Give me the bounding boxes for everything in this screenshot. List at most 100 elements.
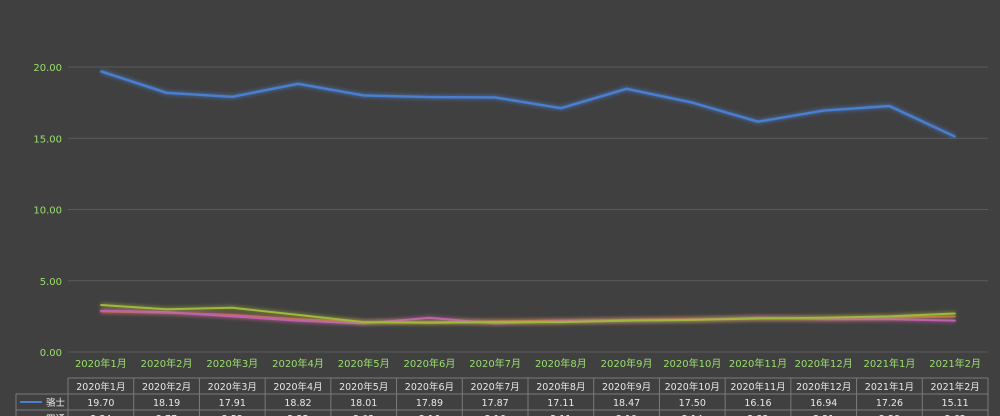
table-value-cell: 2.16 — [485, 414, 506, 416]
data-point — [560, 321, 562, 323]
table-value-cell: 2.32 — [747, 414, 768, 416]
table-value-cell: 18.47 — [613, 398, 640, 409]
gridlines — [68, 66, 988, 353]
table-value-cell: 17.89 — [416, 398, 443, 409]
x-tick-label: 2020年2月 — [141, 357, 193, 370]
table-header-cell: 2021年2月 — [931, 381, 980, 393]
y-axis: 0.00 5.00 10.00 15.00 20.00 — [33, 63, 62, 359]
data-point — [297, 83, 299, 85]
table-header-cell: 2020年4月 — [273, 381, 322, 393]
x-tick-label: 2020年3月 — [206, 357, 258, 370]
data-point — [757, 317, 759, 320]
data-point — [757, 120, 759, 123]
x-tick-label: 2020年9月 — [601, 357, 653, 370]
data-point — [691, 319, 694, 321]
table-header-cell: 2020年8月 — [536, 381, 585, 393]
data-point — [822, 109, 825, 112]
data-point — [428, 96, 431, 98]
data-point — [231, 307, 234, 309]
table-header-cell: 2020年5月 — [339, 381, 388, 393]
data-point — [888, 105, 891, 107]
data-point — [954, 315, 956, 318]
table-header-cell: 2020年12月 — [796, 381, 851, 393]
table-value-cell: 2.21 — [813, 414, 834, 416]
data-table: 2020年1月 2020年2月 2020年3月 2020年4月 2020年5月 2020年… — [15, 377, 989, 416]
table-value-cell: 2.77 — [156, 414, 177, 416]
table-value-cell: 17.50 — [679, 398, 706, 409]
y-tick-label: 0.00 — [40, 348, 62, 359]
x-tick-label: 2020年5月 — [338, 357, 390, 370]
x-tick-label: 2021年2月 — [929, 357, 981, 370]
data-point — [100, 304, 102, 306]
data-point — [954, 312, 956, 315]
table-value-cell: 15.11 — [942, 398, 969, 409]
data-point — [888, 315, 891, 318]
legend-label: 骆士 — [46, 397, 66, 409]
table-value-cell: 18.82 — [284, 398, 311, 409]
x-axis: 2020年1月 2020年2月 2020年3月 2020年4月 2020年5月 2020年… — [75, 357, 981, 370]
y-tick-label: 10.00 — [33, 206, 62, 217]
data-point — [954, 135, 956, 138]
x-tick-label: 2020年4月 — [272, 357, 324, 370]
data-point — [560, 107, 562, 109]
y-tick-label: 20.00 — [33, 63, 62, 74]
series-line — [100, 304, 956, 324]
table-value-cell: 16.94 — [810, 398, 837, 409]
data-point — [494, 96, 496, 99]
data-point — [100, 70, 102, 73]
series-lines — [100, 70, 956, 325]
table-header-cell: 2020年10月 — [665, 381, 720, 393]
table-header-cell: 2020年9月 — [602, 381, 651, 393]
table-value-cell: 18.19 — [153, 398, 180, 409]
table-header-cell: 2020年7月 — [471, 381, 520, 393]
table-value-cell: 17.11 — [547, 398, 574, 409]
x-tick-label: 2020年8月 — [535, 357, 587, 370]
data-point — [625, 319, 628, 322]
table-value-cell: 19.70 — [87, 398, 114, 409]
data-point — [231, 315, 234, 318]
table-value-cell: 3.34 — [90, 414, 111, 416]
x-tick-label: 2020年7月 — [469, 357, 521, 370]
series-line — [100, 70, 956, 138]
data-point — [231, 95, 234, 98]
table-value-cell: 2.63 — [945, 414, 966, 416]
data-point — [231, 314, 234, 316]
table-value-cell: 17.26 — [876, 398, 903, 409]
data-point — [165, 308, 168, 311]
data-point — [625, 88, 628, 90]
data-point — [428, 317, 431, 319]
table-header-cell: 2021年1月 — [865, 381, 914, 393]
data-point — [888, 318, 891, 321]
data-point — [165, 311, 168, 313]
x-tick-label: 2020年10月 — [663, 357, 721, 370]
data-point — [362, 94, 365, 97]
data-point — [165, 91, 168, 94]
data-point — [428, 321, 431, 324]
table-value-cell: 2.11 — [550, 414, 571, 416]
legend-label: 四通 — [46, 414, 66, 416]
data-point — [100, 309, 102, 312]
table-value-cell: 16.16 — [744, 398, 771, 409]
table-header-cell: 2020年6月 — [405, 381, 454, 393]
data-point — [494, 321, 496, 323]
data-point — [362, 321, 365, 323]
table-header-cell: 2020年1月 — [76, 381, 125, 393]
data-point — [297, 319, 299, 322]
table-value-cell: 2.19 — [616, 414, 637, 416]
table-value-cell: 17.87 — [482, 398, 509, 409]
table-value-cell: 2.14 — [682, 414, 703, 416]
table-value-cell: 2.53 — [222, 414, 243, 416]
data-point — [297, 314, 299, 316]
y-tick-label: 5.00 — [40, 277, 62, 288]
x-tick-label: 2020年1月 — [75, 357, 127, 370]
data-point — [691, 101, 694, 104]
table-value-cell: 2.38 — [879, 414, 900, 416]
table-value-cell: 2.25 — [287, 414, 308, 416]
x-tick-label: 2021年1月 — [864, 357, 916, 370]
x-tick-label: 2020年6月 — [404, 357, 456, 370]
table-value-cell: 18.01 — [350, 398, 377, 409]
table-header-cell: 2020年3月 — [208, 381, 257, 393]
table-value-cell: 2.16 — [419, 414, 440, 416]
data-point — [954, 319, 956, 322]
